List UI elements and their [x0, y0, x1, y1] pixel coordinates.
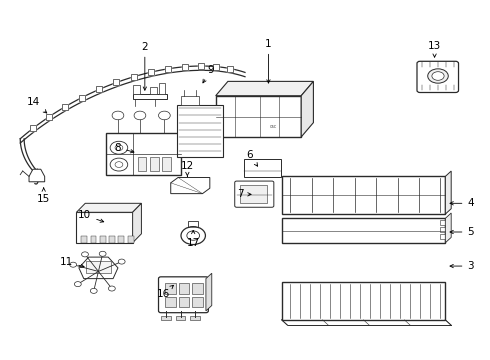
Bar — [244, 159, 281, 177]
FancyBboxPatch shape — [417, 61, 459, 93]
Circle shape — [159, 111, 170, 120]
Circle shape — [74, 282, 81, 287]
Circle shape — [181, 226, 205, 244]
Bar — [76, 212, 133, 243]
Text: 11: 11 — [60, 257, 84, 267]
Circle shape — [112, 111, 124, 120]
Circle shape — [99, 251, 106, 256]
Circle shape — [110, 158, 128, 171]
Text: 2: 2 — [142, 42, 148, 90]
Bar — [178, 283, 189, 294]
Bar — [192, 297, 203, 307]
Bar — [91, 236, 97, 243]
Bar — [190, 316, 200, 320]
Bar — [109, 236, 115, 243]
Bar — [106, 134, 181, 175]
Text: 9: 9 — [203, 64, 214, 83]
Bar — [282, 282, 445, 320]
Bar — [162, 157, 171, 171]
Bar — [282, 219, 445, 243]
Ellipse shape — [428, 69, 448, 83]
Polygon shape — [445, 213, 451, 243]
Bar — [181, 96, 198, 105]
Circle shape — [115, 145, 123, 150]
FancyBboxPatch shape — [235, 181, 274, 207]
Bar — [128, 236, 134, 243]
Bar — [159, 83, 165, 94]
Bar — [441, 234, 448, 239]
Text: 6: 6 — [246, 150, 258, 166]
Polygon shape — [29, 169, 45, 182]
Circle shape — [108, 286, 115, 291]
Circle shape — [134, 111, 146, 120]
Polygon shape — [171, 177, 210, 194]
Text: 17: 17 — [187, 230, 200, 248]
Bar — [441, 227, 448, 232]
Bar — [86, 261, 111, 273]
Text: 13: 13 — [428, 41, 441, 57]
Bar — [133, 94, 167, 99]
Polygon shape — [216, 81, 314, 96]
Bar — [192, 283, 203, 294]
Text: 16: 16 — [157, 285, 173, 299]
Text: 3: 3 — [450, 261, 474, 271]
Polygon shape — [79, 257, 118, 279]
Text: CSC: CSC — [270, 125, 277, 129]
Bar — [165, 297, 175, 307]
Bar — [150, 157, 159, 171]
Bar — [282, 176, 445, 214]
Bar — [175, 316, 185, 320]
Bar — [161, 316, 171, 320]
FancyBboxPatch shape — [159, 277, 208, 313]
Polygon shape — [301, 81, 314, 137]
Circle shape — [187, 231, 199, 240]
Polygon shape — [445, 171, 451, 214]
Polygon shape — [206, 273, 212, 311]
Bar — [81, 236, 87, 243]
Bar — [441, 220, 448, 225]
Polygon shape — [133, 203, 142, 243]
Text: 5: 5 — [450, 227, 474, 237]
Bar — [100, 236, 106, 243]
Circle shape — [115, 162, 123, 167]
Circle shape — [110, 141, 128, 154]
Bar — [240, 185, 267, 203]
Text: 7: 7 — [237, 189, 251, 199]
Bar — [216, 96, 301, 137]
Circle shape — [81, 252, 88, 257]
Text: 4: 4 — [450, 198, 474, 208]
Bar — [178, 297, 189, 307]
Text: 8: 8 — [115, 143, 134, 153]
Circle shape — [90, 288, 97, 293]
Bar — [165, 283, 175, 294]
Bar — [119, 236, 124, 243]
Circle shape — [70, 262, 76, 267]
Text: 1: 1 — [265, 39, 272, 83]
Circle shape — [118, 259, 125, 264]
Bar — [138, 157, 147, 171]
Polygon shape — [76, 203, 142, 212]
Bar — [176, 105, 223, 157]
Bar — [133, 85, 140, 94]
Bar — [150, 87, 157, 94]
Bar — [31, 175, 43, 181]
Ellipse shape — [432, 72, 444, 80]
Text: 15: 15 — [37, 188, 50, 204]
Text: 12: 12 — [181, 161, 194, 176]
Text: 14: 14 — [27, 97, 47, 113]
Text: 10: 10 — [78, 210, 104, 222]
Bar — [188, 221, 198, 229]
